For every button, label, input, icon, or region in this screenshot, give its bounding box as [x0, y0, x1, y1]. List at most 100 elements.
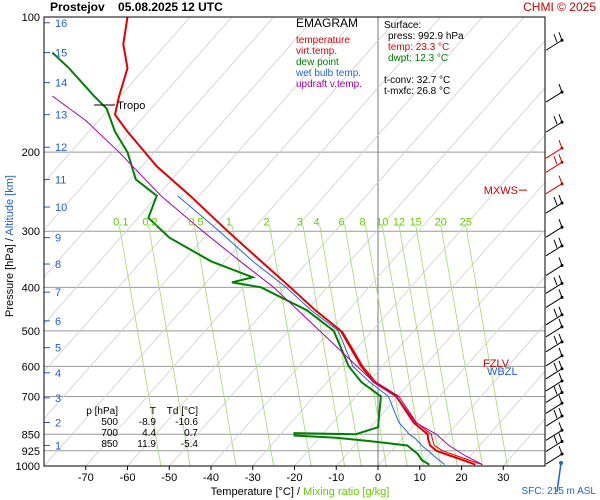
wind-barb-flag [553, 277, 558, 286]
legend-item-updraft: updraft v.temp. [296, 79, 362, 90]
wind-barb [545, 429, 563, 441]
temperature-tick-label: -70 [78, 472, 94, 484]
adiabat-guide [85, 17, 483, 466]
adiabat-guide [461, 370, 545, 466]
mixing-ratio-line [193, 224, 237, 466]
mixing-ratio-lines [44, 17, 600, 466]
wind-barb [545, 380, 563, 392]
wind-barb [545, 183, 563, 195]
adiabat-guide [587, 17, 600, 466]
mixing-ratio-label: 0.1 [113, 217, 128, 229]
temperature-tick-label: 10 [414, 472, 426, 484]
wind-barb [545, 453, 563, 465]
mixing-ratio-label: 12 [393, 217, 405, 229]
wind-barb [545, 147, 563, 159]
table-header: p [hPa] T Td [°C] [84, 406, 198, 417]
altitude-tick-label: 4 [55, 368, 61, 380]
temperature-tick-label: -50 [161, 472, 177, 484]
mixing-ratio-line [381, 224, 425, 466]
wind-barb [545, 226, 563, 238]
adiabat-guide [335, 229, 545, 466]
wind-barb-dot [560, 38, 564, 42]
series-line-temperature [113, 17, 476, 466]
mixing-ratio-line [231, 224, 275, 466]
tropopause-label: Tropo [117, 100, 145, 112]
surface-wind-marker [556, 462, 562, 493]
wind-barb [545, 91, 563, 103]
adiabat-guide [544, 465, 545, 466]
adiabat-guide [44, 17, 316, 325]
wind-barb-flag [553, 196, 558, 206]
wind-barb [545, 415, 563, 427]
table-cell: 0.7 [184, 428, 198, 439]
wind-barb-dot [560, 390, 564, 394]
wind-barb [545, 297, 563, 308]
mixing-ratio-line [415, 224, 458, 466]
wind-barb-dot [560, 354, 564, 358]
wind-barb-dot [560, 379, 564, 383]
mixing-ratio-label: 3 [297, 217, 303, 229]
surface-info: Surface: press: 992.9 hPa temp: 23.3 °C … [384, 20, 464, 97]
wind-barb-dot [560, 160, 564, 164]
table-row: 700 4.4 0.7 [84, 428, 198, 439]
mixing-ratio-line [465, 224, 508, 466]
wind-barb [545, 441, 563, 452]
mixing-ratio-label: 0.5 [188, 217, 203, 229]
wind-barb-dot [560, 263, 564, 267]
y-axis-title-altitude: Altitude [km] [4, 175, 16, 236]
adiabat-guide [44, 17, 441, 466]
surface-title: Surface: [384, 20, 422, 31]
pressure-tick-label: 300 [22, 226, 40, 238]
mixing-ratio-label: 1 [226, 217, 232, 229]
mixing-ratio-label: 6 [339, 217, 345, 229]
y-axis-title: Pressure [hPa] / Altitude [km] [4, 166, 16, 326]
altitude-tick-label: 7 [55, 287, 61, 299]
pressure-tick-label: 700 [22, 391, 40, 403]
temperature-tick-label: -60 [120, 472, 136, 484]
temperature-tick-label: -40 [203, 472, 219, 484]
surface-tmxfc: t-mxfc: 26.8 °C [384, 86, 451, 97]
x-axis-title-mixing: Mixing ratio [g/kg] [303, 486, 390, 498]
wind-barb-dot [560, 281, 564, 285]
wind-barb [545, 341, 563, 353]
wind-barb-flag [553, 335, 558, 345]
pressure-tick-label: 600 [22, 361, 40, 373]
wind-barb-dot [560, 244, 564, 248]
pressure-tick-label: 925 [22, 446, 40, 458]
adiabat-guide [44, 17, 400, 420]
wind-barb-dot [560, 90, 564, 94]
series-line-wet-bulb-temp- [177, 195, 446, 465]
series-line-virt-temp- [341, 330, 483, 466]
wind-barb [545, 392, 563, 403]
table-cell: 700 [101, 428, 118, 439]
wind-barb [545, 245, 563, 257]
wind-barb-dot [560, 313, 564, 317]
temperature-tick-label: 20 [455, 472, 467, 484]
wind-barb-dot [560, 428, 564, 432]
wind-barbs [545, 32, 564, 493]
table-row: 500 -8.9 -10.6 [84, 417, 198, 428]
wind-barb-flag [553, 435, 558, 444]
table-header-p: p [hPa] [86, 406, 118, 417]
wind-barb [545, 368, 563, 380]
wind-barb-flag [553, 308, 558, 317]
table-cell: -5.4 [180, 439, 198, 450]
wind-barb-dot [560, 120, 564, 124]
x-axis-title-temperature: Temperature [°C] / [210, 486, 304, 498]
legend-item-temperature: temperature [296, 35, 350, 46]
wind-barb [545, 121, 563, 133]
wind-barb [545, 265, 563, 276]
surface-dewpoint: dwpt: 12.3 °C [388, 53, 449, 64]
mixing-ratio-label: 0.2 [142, 217, 157, 229]
pressure-tick-label: 400 [22, 282, 40, 294]
mixing-ratio-line [118, 224, 162, 466]
chart-title: Prostejov 05.08.2025 12 UTC [50, 0, 223, 14]
temperature-tick-label: 0 [375, 472, 381, 484]
mixing-ratio-line [147, 224, 191, 466]
adiabat-guide [294, 181, 545, 466]
wind-barb-dot [560, 452, 564, 456]
wind-barb-dot [560, 295, 564, 299]
altitude-tick-label: 3 [55, 393, 61, 405]
altitude-tick-label: 9 [55, 233, 61, 245]
table-cell: 500 [101, 417, 118, 428]
